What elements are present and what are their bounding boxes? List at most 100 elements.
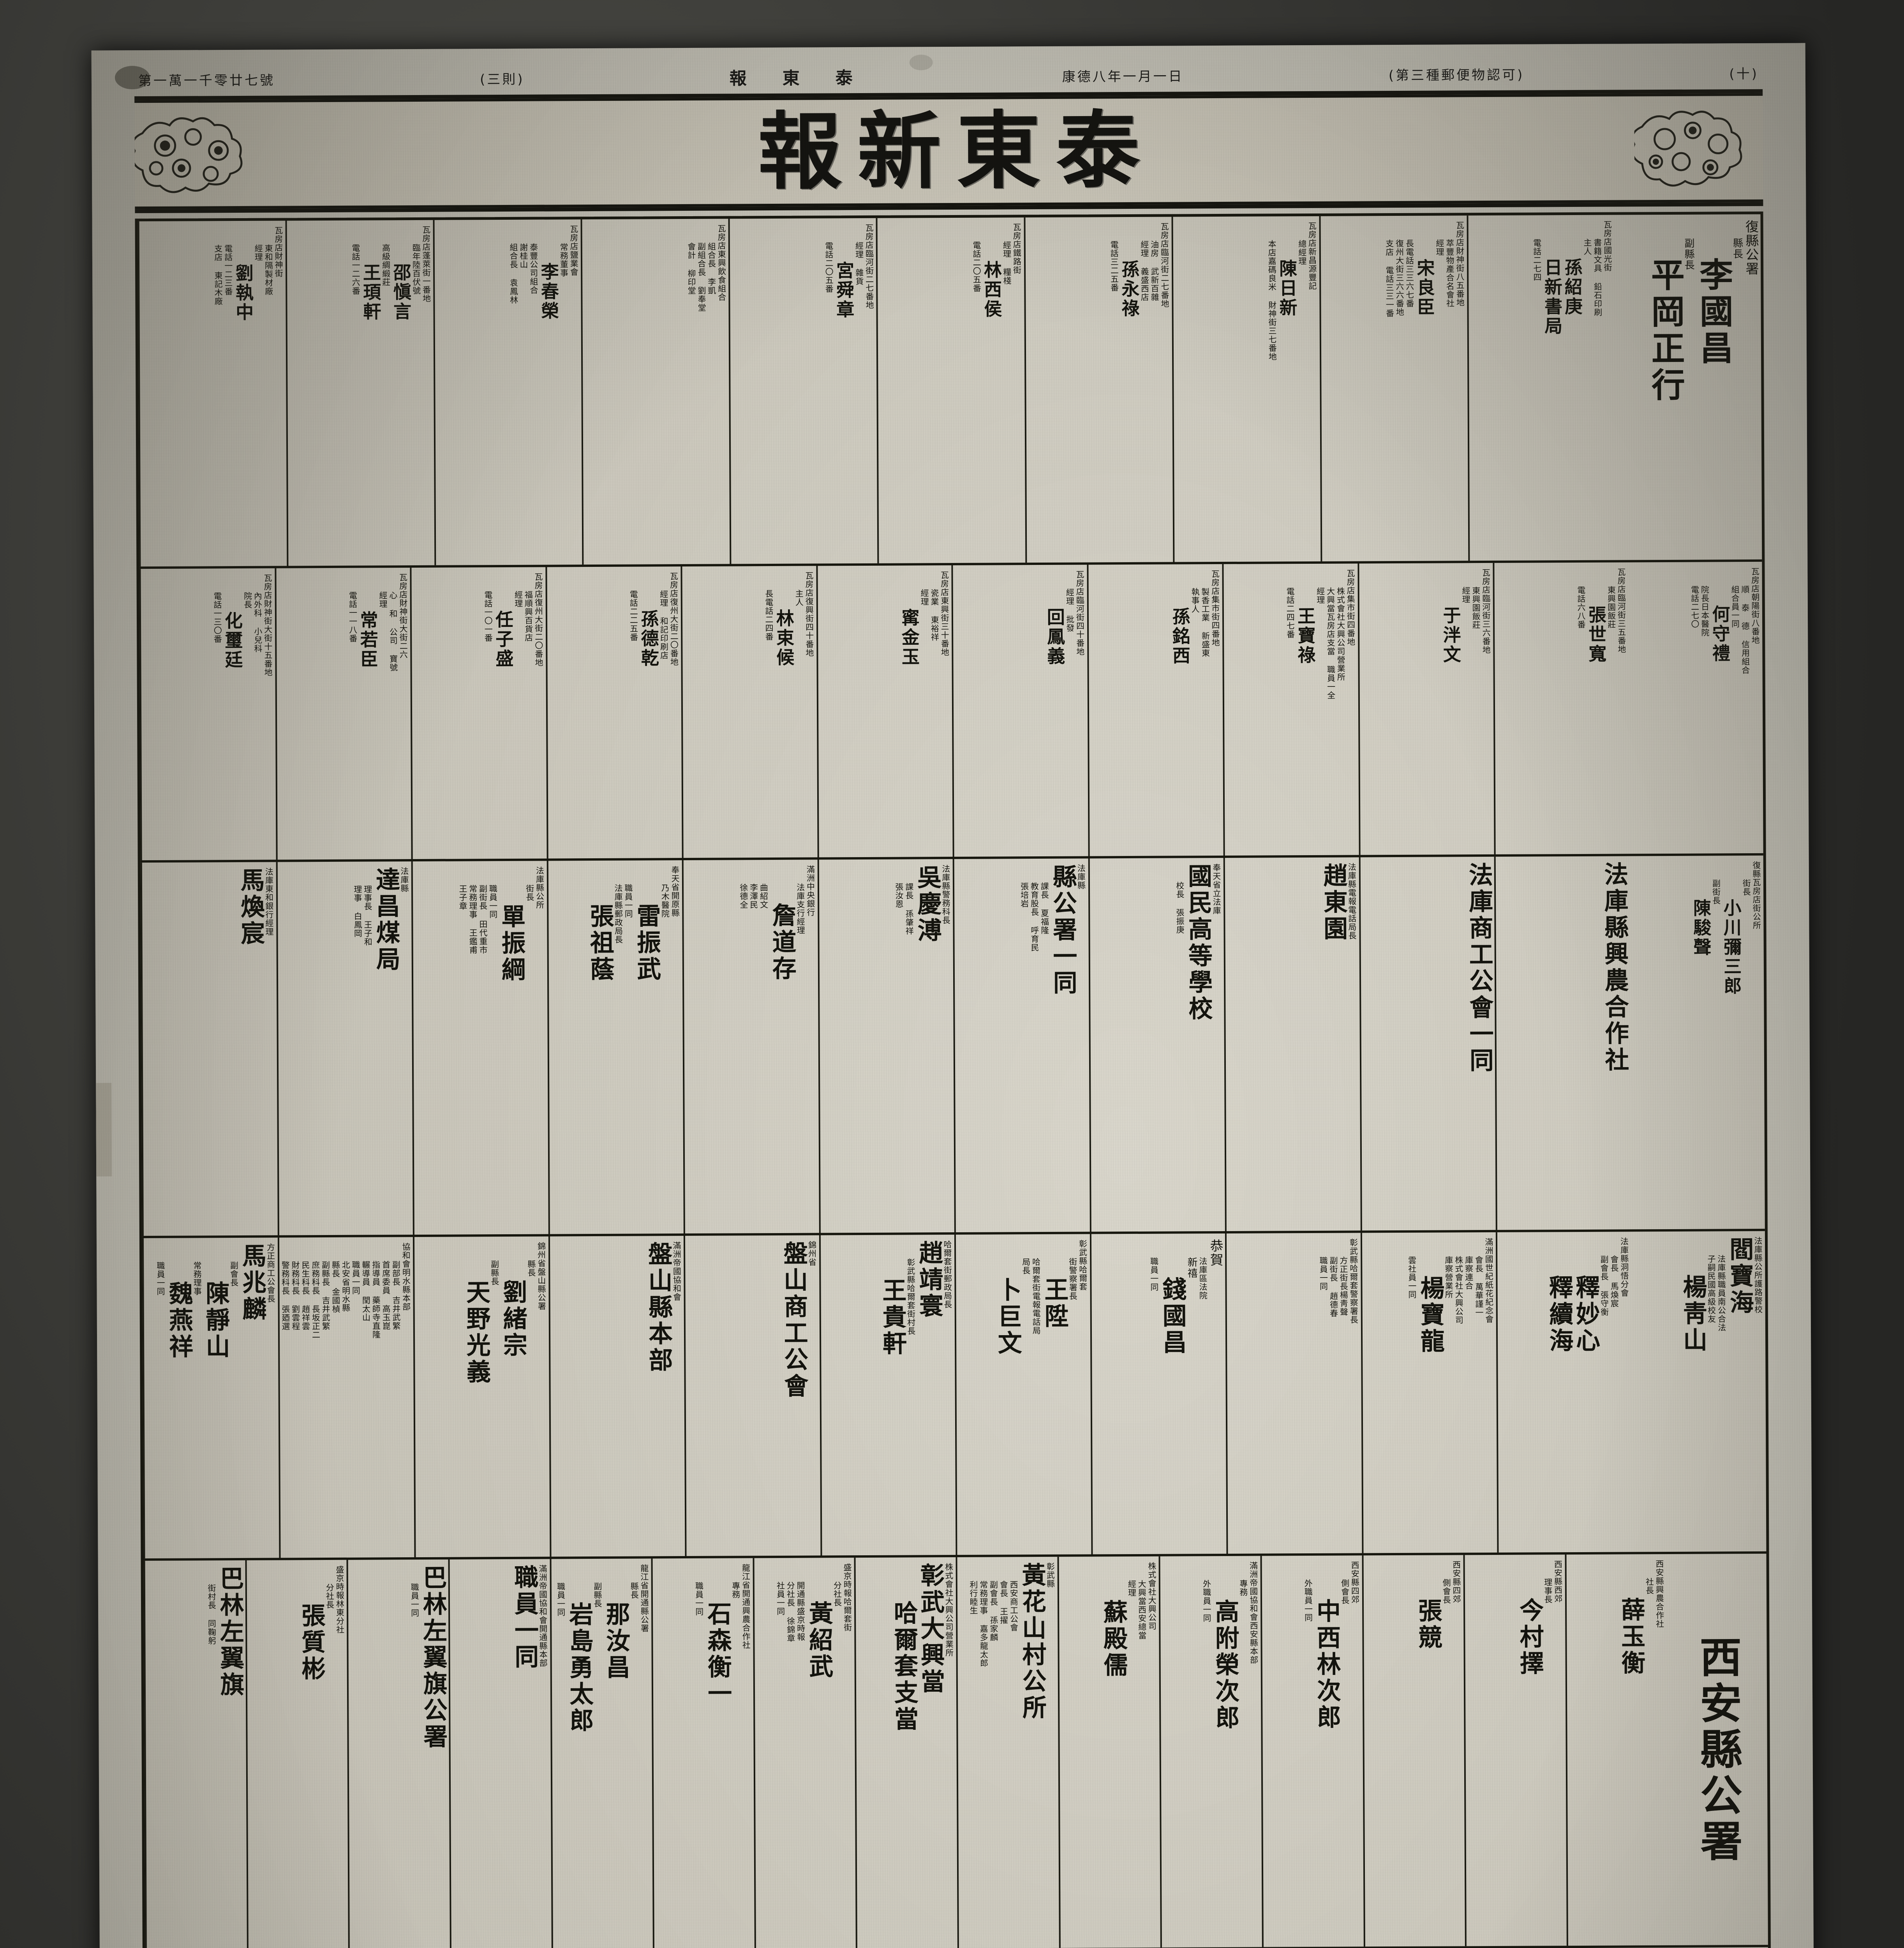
ad-text-run: 電話一二三番 <box>224 226 233 296</box>
ad-text-run: 職員一同 <box>624 866 632 918</box>
ad-text-run: 雷振武 <box>634 866 659 983</box>
ad-text-run: 縣長 金國楨 <box>331 1243 340 1313</box>
ad-text-run: 理事 白鳳岡 <box>353 867 362 938</box>
band-4: 法庫縣公所護路警校 閻寶海 法庫縣職員南公合法 子嗣民國高級校友 楊靑山 法庫縣洞悟分會會… <box>142 1231 1766 1561</box>
ad-cell-huanghuashan-village: 彰武縣 黃花山村公所 西安商工公會 會長 王擢 副會長 孫家麟 常務理事 嘉多龍太郎 利行睦… <box>956 1557 1059 1948</box>
ad-text-run: 趙靖寰 <box>916 1240 941 1320</box>
ad-text-run: 曲紹文 <box>759 866 767 909</box>
ad-cell-xian-county-office: 西安縣公署 <box>1666 1554 1768 1945</box>
ad-text-run: 奉天省立法庫 <box>1212 863 1220 915</box>
ad-cell-liuxuzong-firm: 錦州省盤山縣公署 縣長 劉緒宗 副縣長 天野光義 <box>413 1237 550 1557</box>
ad-text-run: 何守禮 <box>1710 567 1729 663</box>
ad-text-run: 經理 雜貨 <box>854 224 863 286</box>
ad-text-run: 輾導員 閏太山 <box>361 1243 370 1322</box>
ad-text-run: 主人 <box>794 571 803 606</box>
ad-text-run: 法庫商工公會一同 <box>1466 862 1492 1074</box>
ad-text-run: 職員一同 <box>1319 1239 1327 1291</box>
ad-text-run: 職員一同 <box>694 1564 703 1616</box>
ad-cell-leizhenwu-firm: 奉天省開原縣 乃木醫院 雷振武 職員一同 法庫縣郵政局長 張祖蔭 <box>547 860 684 1234</box>
ad-text-run: 王貴軒 <box>879 1240 905 1357</box>
masthead-char-4: 報 <box>758 110 842 194</box>
ad-cell-changruochen-firm: 瓦房店財神街大街二六心 和 公司 寶號 經理 常若臣 電話一一八番 <box>275 568 411 860</box>
ad-text-run: 乃木醫院 <box>660 866 669 918</box>
ad-text-run: 經理 批發 <box>1065 570 1074 632</box>
ad-text-run: 縣長 <box>527 1242 535 1277</box>
ad-text-run: 電話二二五番 <box>629 572 638 641</box>
page-number: (十) <box>1729 63 1759 82</box>
ad-text-run: 庶務科長 長坂正二 <box>311 1243 320 1339</box>
ad-text-run: 福順興百貨店 <box>524 572 532 642</box>
ad-text-run: 單振綱 <box>498 866 524 983</box>
ad-text-run: 巴林左翼旗公署 <box>420 1565 446 1750</box>
ad-text-run: 宋良臣 <box>1415 221 1434 317</box>
ad-text-run: 劉緒宗 <box>500 1242 525 1359</box>
ad-text-run: 電話三二五番 <box>1109 222 1118 292</box>
ad-text-run: 盛京時報哈爾套街 <box>843 1563 852 1632</box>
page-header-line: 第一萬一千零廿七號 (三則) 報 東 泰 康德八年一月一日 (第三種郵便物認可)… <box>138 59 1759 93</box>
ad-text-run: 奉天省開原縣 <box>670 866 679 918</box>
ad-text-run: 心 和 公司 寶號 <box>388 573 397 672</box>
ad-text-run: 孫永祿 <box>1119 222 1139 318</box>
ad-text-run: 分社長 <box>832 1563 841 1607</box>
ad-text-run: 經理 <box>920 571 928 606</box>
ad-text-run: 書籍文具 鉛石印刷 <box>1593 221 1602 317</box>
ad-text-run: 日新書局 <box>1542 221 1561 336</box>
ad-text-run: 張世寬 <box>1586 568 1605 663</box>
ad-text-run: 錦州省 <box>807 1241 816 1267</box>
ad-cell-sunmingxi-firm: 瓦房店集市街四番地 製香工業 新盛東 執事人 孫銘西 <box>1087 564 1223 856</box>
ad-text-run: 錢國昌 <box>1159 1239 1185 1356</box>
ad-text-run: 孫德乾 <box>639 572 658 668</box>
ad-text-run: 滿洲帝國協和會 <box>672 1241 681 1301</box>
ad-text-run: 哈爾套街電報電話局 <box>1031 1240 1040 1335</box>
ad-text-run: 馬煥宸 <box>238 868 263 947</box>
ad-cell-kailan-tea: 瓦房店東興飲食組合 組合長 李凱 副組合長 劉奉堂 會計 柳印堂 <box>581 219 730 565</box>
ad-text-run: 經理 <box>378 573 387 608</box>
ad-cell-gaofurong-firm: 滿洲帝國協和會西安縣本部 專務 高附榮次郎 外職員一同 <box>1159 1556 1262 1947</box>
ad-text-run: 化璽廷 <box>223 574 242 670</box>
ad-text-run: 復縣公署 <box>1744 220 1758 276</box>
ad-text-run: 法庫縣警務科長 <box>941 865 950 925</box>
ad-text-run: 副縣長 <box>1683 220 1694 271</box>
ad-text-run: 岩島勇太郎 <box>566 1564 592 1734</box>
ad-text-run: 開通縣盛京時報 <box>796 1563 805 1641</box>
ad-cell-huashengting-hospital: 瓦房店財神街大街十五番地 內外科 小兒科 院長 化璽廷 電話一三〇番 <box>139 568 276 860</box>
ad-text-run: 盤山縣本部 <box>645 1241 671 1374</box>
ad-cell-danzhengang-firm: 法庫縣公所 街長 單振綱 職員一同 副街長 田代重市 常務理事 王鑑甫 王子章 <box>411 861 548 1235</box>
ad-text-run: 株式會社大興公司營業所 <box>944 1563 953 1657</box>
ad-cell-shisenheng-firm: 龍江省開通興農合作社 專務 石森衡一 職員一同 <box>651 1558 755 1948</box>
masthead-char-3: 新 <box>857 109 941 194</box>
ad-text-run: 恭賀 <box>1208 1239 1222 1267</box>
ad-text-run: 內外科 小兒科 <box>253 573 262 653</box>
ad-text-run: 指導員 藥師寺直隆 <box>371 1243 380 1339</box>
ad-text-run: 電話一〇一番 <box>483 573 492 642</box>
ad-text-run: 副街長 趙德春 <box>1329 1239 1338 1318</box>
ad-text-run: 協和會明水縣本部 <box>401 1242 410 1311</box>
ad-text-run: 瓦房店財神街八五番地 <box>1455 221 1464 307</box>
newsprint-sheet: 第一萬一千零廿七號 (三則) 報 東 泰 康德八年一月一日 (第三種郵便物認可)… <box>92 43 1818 1948</box>
ad-cell-chaoyang-company: 瓦房店臨河街二七番地 油房 武新百雜 經理 義盛西店 孫永祿 電話三二五番 <box>1024 217 1173 563</box>
ad-text-run: 瓦房店新昌源豐記 <box>1307 222 1316 290</box>
ad-text-run: 副組合長 劉奉堂 <box>696 224 705 312</box>
ad-text-run: 天野光義 <box>463 1242 489 1385</box>
ad-text-run: 大興當瓦房店支當 職員一全 <box>1326 569 1335 699</box>
postal-permit-note: (第三種郵便物認可) <box>1389 64 1525 84</box>
ad-text-run: 錦州省盤山縣公署 <box>537 1242 546 1311</box>
ad-text-run: 彰武大興當 <box>917 1563 943 1695</box>
ad-text-run: 瓦房店臨河街二七番地 <box>1160 222 1169 308</box>
ad-text-run: 瓦房店國光街 <box>1603 221 1611 272</box>
ad-text-run: 電話二四七番 <box>1285 569 1294 639</box>
ad-text-run: 哈爾套支當 <box>891 1563 917 1733</box>
ad-text-run: 縣公署一同 <box>1050 864 1075 997</box>
new-year-greeting-ad-grid: 復縣公署 縣長 李國昌 副縣長 平岡正行 瓦房店國光街 書籍文具 鉛石印刷 主人 孫紹庚 日新書局… <box>135 212 1774 1948</box>
ad-cell-jincunze-firm: 西安縣西郊 理事長 今村擇 <box>1463 1555 1567 1946</box>
ad-text-run: 副縣長 <box>490 1242 499 1286</box>
ad-text-run: 職員一同 <box>488 867 497 919</box>
ad-text-run: 陳日新 <box>1277 222 1296 318</box>
ad-cell-panshan-chamber: 錦州省 盤山商工公會 <box>684 1235 820 1556</box>
ad-text-run: 職員一同 <box>156 1244 164 1296</box>
ad-cell-zhaojingxiang-firm: 哈爾套街郵政局長 趙靖寰 彰武縣哈爾套街村長 王貴軒 <box>819 1235 956 1555</box>
ad-cell-gongshunzhang-firm: 瓦房店臨河街二七番地 經理 雜貨 宮舜章 電話二〇五番 <box>728 218 878 564</box>
ad-cell-hengli-pharmacy: 瓦房店朝陽街八番地順 泰 德 信用組合 組合員一同 何守禮 院長日本醫院 電話二七〇 <box>1628 562 1763 854</box>
ad-text-run: 巴林左翼旗 <box>217 1566 243 1698</box>
ad-text-run: 院長日本醫院 <box>1700 567 1709 637</box>
